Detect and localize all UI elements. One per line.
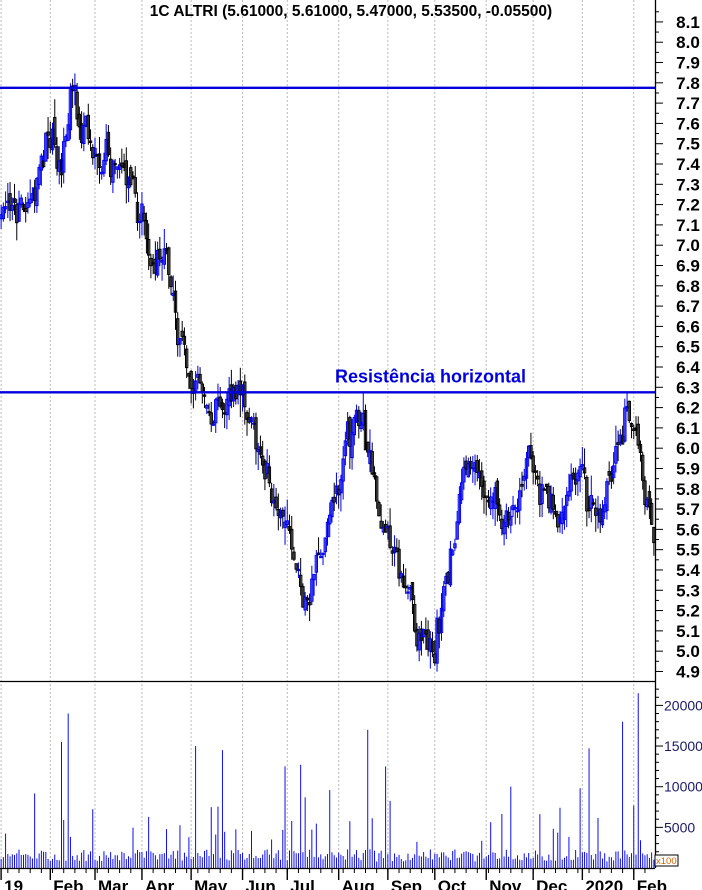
svg-text:7.0: 7.0 (676, 236, 700, 255)
svg-text:May: May (194, 877, 228, 890)
svg-text:7.7: 7.7 (676, 94, 700, 113)
svg-text:1C ALTRI (5.61000, 5.61000, 5.: 1C ALTRI (5.61000, 5.61000, 5.47000, 5.5… (150, 3, 552, 20)
svg-text:Apr: Apr (145, 877, 175, 890)
svg-text:7.9: 7.9 (676, 54, 700, 73)
svg-text:5.7: 5.7 (676, 500, 700, 519)
svg-text:15000: 15000 (664, 738, 702, 754)
svg-text:7.8: 7.8 (676, 74, 700, 93)
svg-text:5.4: 5.4 (676, 561, 700, 580)
svg-text:6.4: 6.4 (676, 358, 700, 377)
svg-text:5.3: 5.3 (676, 581, 700, 600)
svg-text:10000: 10000 (664, 779, 702, 795)
svg-text:Nov: Nov (489, 877, 522, 890)
svg-text:6.7: 6.7 (676, 297, 700, 316)
svg-text:6.0: 6.0 (676, 439, 700, 458)
svg-text:Mar: Mar (98, 877, 129, 890)
svg-text:2020: 2020 (585, 877, 623, 890)
svg-text:Resistência horizontal: Resistência horizontal (335, 366, 526, 386)
svg-text:8.1: 8.1 (676, 13, 700, 32)
svg-text:19: 19 (4, 877, 23, 890)
svg-text:Jul: Jul (290, 877, 315, 890)
svg-text:6.2: 6.2 (676, 399, 700, 418)
svg-text:5000: 5000 (664, 819, 695, 835)
svg-text:Feb: Feb (637, 877, 667, 890)
svg-text:Aug: Aug (342, 877, 375, 890)
svg-text:7.1: 7.1 (676, 216, 700, 235)
svg-text:Jun: Jun (246, 877, 276, 890)
svg-text:5.0: 5.0 (676, 642, 700, 661)
svg-text:6.3: 6.3 (676, 378, 700, 397)
svg-text:Sep: Sep (391, 877, 422, 890)
svg-text:5.2: 5.2 (676, 602, 700, 621)
svg-text:7.3: 7.3 (676, 175, 700, 194)
svg-text:6.1: 6.1 (676, 419, 700, 438)
svg-text:x100: x100 (656, 856, 677, 867)
svg-text:6.8: 6.8 (676, 277, 700, 296)
svg-text:4.9: 4.9 (676, 662, 700, 681)
svg-text:7.4: 7.4 (676, 155, 700, 174)
svg-text:Dec: Dec (536, 877, 567, 890)
svg-text:6.6: 6.6 (676, 317, 700, 336)
svg-text:8.0: 8.0 (676, 33, 700, 52)
svg-text:6.5: 6.5 (676, 338, 700, 357)
svg-text:7.5: 7.5 (676, 135, 700, 154)
svg-text:5.9: 5.9 (676, 459, 700, 478)
svg-text:5.1: 5.1 (676, 622, 700, 641)
svg-text:5.8: 5.8 (676, 480, 700, 499)
svg-text:7.6: 7.6 (676, 114, 700, 133)
svg-text:5.6: 5.6 (676, 520, 700, 539)
svg-text:5.5: 5.5 (676, 541, 700, 560)
svg-text:Feb: Feb (53, 877, 83, 890)
svg-text:7.2: 7.2 (676, 196, 700, 215)
svg-text:Oct: Oct (438, 877, 467, 890)
svg-text:20000: 20000 (664, 697, 702, 713)
svg-text:6.9: 6.9 (676, 257, 700, 276)
